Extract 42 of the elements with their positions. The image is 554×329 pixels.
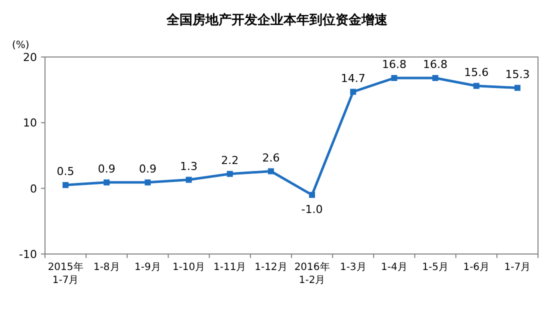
x-tick-label: 1-8月 [93,262,120,273]
data-label: 15.6 [464,66,489,79]
data-label: 0.9 [98,162,116,176]
point [350,88,356,95]
y-tick-label: 10 [23,116,37,130]
x-tick-label: 2016年 1-2月 [294,261,330,286]
point [268,168,274,174]
x-tick-label: 1-5月 [422,262,448,273]
x-tick-label: 1-9月 [134,262,161,273]
point [432,75,438,82]
point [104,179,110,186]
x-tick-label: 1-12月 [254,262,288,273]
x-tick-label: 1-11月 [214,262,246,273]
point [226,170,233,177]
point [186,176,192,183]
x-tick-label: 1-10月 [172,262,206,273]
y-tick-label: -10 [19,248,37,261]
x-tick-label: 1-3月 [340,262,366,273]
x-tick-label: 1-6月 [463,262,490,273]
point [62,182,69,188]
x-tick-label: 2015年 1-7月 [48,261,84,286]
data-label: 15.3 [505,68,530,81]
point [144,179,151,186]
data-label: 2.2 [221,154,239,167]
data-label: 16.8 [382,58,406,72]
data-label: 14.7 [340,72,366,85]
y-tick-label: 20 [23,51,37,64]
point [473,82,480,89]
data-label: -1.0 [301,202,323,216]
data-label: 0.9 [138,162,156,176]
data-label: 1.3 [180,160,198,173]
point [391,75,398,82]
point [514,84,520,91]
data-label: 0.5 [56,165,74,178]
data-label: 16.8 [423,58,448,72]
data-label: 2.6 [262,151,280,164]
y-axis-title: (%) [12,40,30,51]
x-tick-label: 1-4月 [381,262,408,273]
y-tick-label: 0 [30,182,37,196]
chart-title: 全国房地产开发企业本年到位资金增速 [166,12,388,28]
point [309,192,316,198]
x-tick-label: 1-7月 [504,262,531,273]
